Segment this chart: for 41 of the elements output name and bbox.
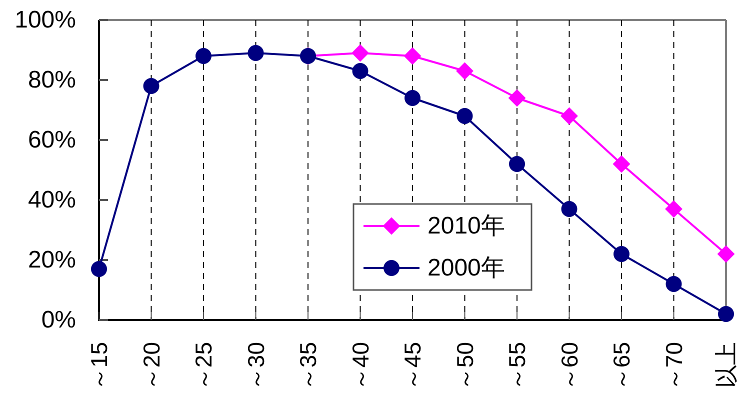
point bbox=[456, 108, 473, 124]
point bbox=[404, 48, 421, 64]
point bbox=[666, 276, 682, 292]
y-tick-label: 40% bbox=[28, 186, 76, 214]
point bbox=[404, 90, 420, 106]
x-tick-label: ～55 bbox=[504, 342, 530, 391]
point bbox=[456, 62, 474, 80]
point bbox=[614, 246, 630, 262]
point bbox=[196, 48, 212, 64]
legend-label: 2010年 bbox=[428, 212, 505, 240]
point bbox=[352, 63, 368, 79]
x-tick-label: ～15 bbox=[86, 342, 112, 391]
x-tick-label: ～40 bbox=[347, 342, 374, 391]
x-tick-label: ～60 bbox=[556, 342, 582, 391]
y-tick-label: 20% bbox=[28, 246, 76, 274]
x-tick-label: ～65 bbox=[608, 342, 634, 391]
y-tick-label: 100% bbox=[14, 6, 76, 34]
point bbox=[560, 108, 578, 124]
x-tick-label: ～45 bbox=[400, 342, 426, 391]
x-tick-label: ～30 bbox=[242, 342, 269, 391]
point bbox=[718, 246, 734, 262]
x-tick-label: ～25 bbox=[190, 342, 216, 391]
point bbox=[509, 156, 525, 172]
point bbox=[143, 78, 160, 94]
y-tick-label: 80% bbox=[28, 66, 76, 94]
point bbox=[718, 306, 734, 322]
point bbox=[613, 156, 630, 172]
point bbox=[665, 200, 682, 218]
x-tick-label: 以上 bbox=[713, 342, 739, 388]
point bbox=[91, 261, 107, 277]
legend-label: 2000年 bbox=[428, 254, 505, 282]
x-tick-label: ～20 bbox=[138, 342, 164, 391]
y-tick-label: 60% bbox=[28, 126, 76, 154]
y-tick-label: 0% bbox=[41, 306, 76, 334]
point bbox=[508, 90, 526, 106]
x-tick-label: ～70 bbox=[660, 342, 687, 391]
x-tick-label: ～35 bbox=[295, 342, 321, 391]
point bbox=[561, 201, 578, 217]
point bbox=[248, 45, 264, 61]
x-tick-label: ～50 bbox=[452, 342, 478, 391]
point bbox=[352, 44, 369, 62]
